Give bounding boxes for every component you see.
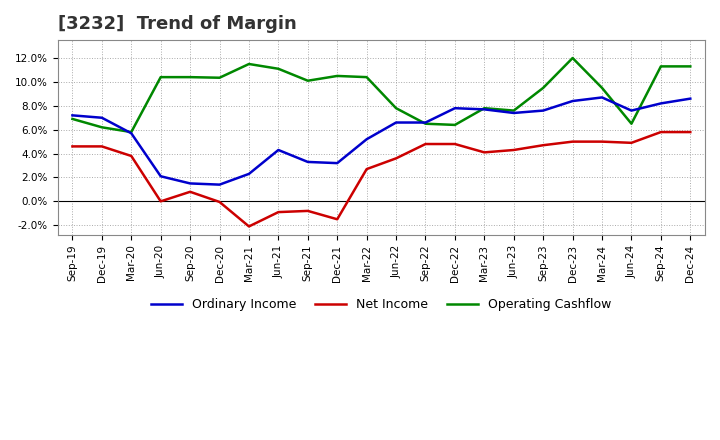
Operating Cashflow <box>510 108 518 113</box>
Line: Net Income: Net Income <box>73 132 690 227</box>
Net Income <box>598 139 606 144</box>
Ordinary Income <box>421 120 430 125</box>
Ordinary Income <box>97 115 106 121</box>
Operating Cashflow <box>362 74 371 80</box>
Operating Cashflow <box>68 116 77 121</box>
Ordinary Income <box>627 108 636 113</box>
Net Income <box>539 143 547 148</box>
Net Income <box>274 209 283 215</box>
Net Income <box>97 144 106 149</box>
Operating Cashflow <box>127 129 135 135</box>
Ordinary Income <box>598 95 606 100</box>
Ordinary Income <box>156 174 165 179</box>
Ordinary Income <box>657 101 665 106</box>
Net Income <box>451 141 459 147</box>
Operating Cashflow <box>480 106 489 111</box>
Net Income <box>245 224 253 229</box>
Ordinary Income <box>392 120 400 125</box>
Ordinary Income <box>568 99 577 104</box>
Operating Cashflow <box>451 122 459 128</box>
Ordinary Income <box>245 171 253 176</box>
Net Income <box>156 199 165 204</box>
Net Income <box>657 129 665 135</box>
Net Income <box>421 141 430 147</box>
Net Income <box>392 156 400 161</box>
Operating Cashflow <box>245 61 253 66</box>
Net Income <box>304 208 312 213</box>
Operating Cashflow <box>304 78 312 83</box>
Operating Cashflow <box>274 66 283 71</box>
Net Income <box>568 139 577 144</box>
Ordinary Income <box>362 136 371 142</box>
Operating Cashflow <box>598 85 606 91</box>
Net Income <box>362 166 371 172</box>
Operating Cashflow <box>568 55 577 61</box>
Operating Cashflow <box>333 73 341 79</box>
Net Income <box>186 189 194 194</box>
Ordinary Income <box>215 182 224 187</box>
Operating Cashflow <box>392 106 400 111</box>
Ordinary Income <box>451 106 459 111</box>
Net Income <box>127 153 135 158</box>
Net Income <box>480 150 489 155</box>
Operating Cashflow <box>657 64 665 69</box>
Operating Cashflow <box>421 121 430 126</box>
Operating Cashflow <box>539 85 547 91</box>
Ordinary Income <box>186 181 194 186</box>
Ordinary Income <box>304 159 312 165</box>
Operating Cashflow <box>627 121 636 126</box>
Net Income <box>627 140 636 146</box>
Net Income <box>686 129 695 135</box>
Ordinary Income <box>539 108 547 113</box>
Text: [3232]  Trend of Margin: [3232] Trend of Margin <box>58 15 297 33</box>
Operating Cashflow <box>186 74 194 80</box>
Ordinary Income <box>510 110 518 116</box>
Ordinary Income <box>333 161 341 166</box>
Operating Cashflow <box>686 64 695 69</box>
Line: Ordinary Income: Ordinary Income <box>73 97 690 185</box>
Operating Cashflow <box>97 125 106 130</box>
Net Income <box>510 147 518 153</box>
Net Income <box>333 216 341 222</box>
Ordinary Income <box>127 131 135 136</box>
Ordinary Income <box>274 147 283 153</box>
Ordinary Income <box>686 96 695 101</box>
Ordinary Income <box>68 113 77 118</box>
Operating Cashflow <box>156 74 165 80</box>
Net Income <box>215 199 224 205</box>
Net Income <box>68 144 77 149</box>
Legend: Ordinary Income, Net Income, Operating Cashflow: Ordinary Income, Net Income, Operating C… <box>146 293 617 316</box>
Line: Operating Cashflow: Operating Cashflow <box>73 58 690 132</box>
Ordinary Income <box>480 107 489 112</box>
Operating Cashflow <box>215 75 224 81</box>
